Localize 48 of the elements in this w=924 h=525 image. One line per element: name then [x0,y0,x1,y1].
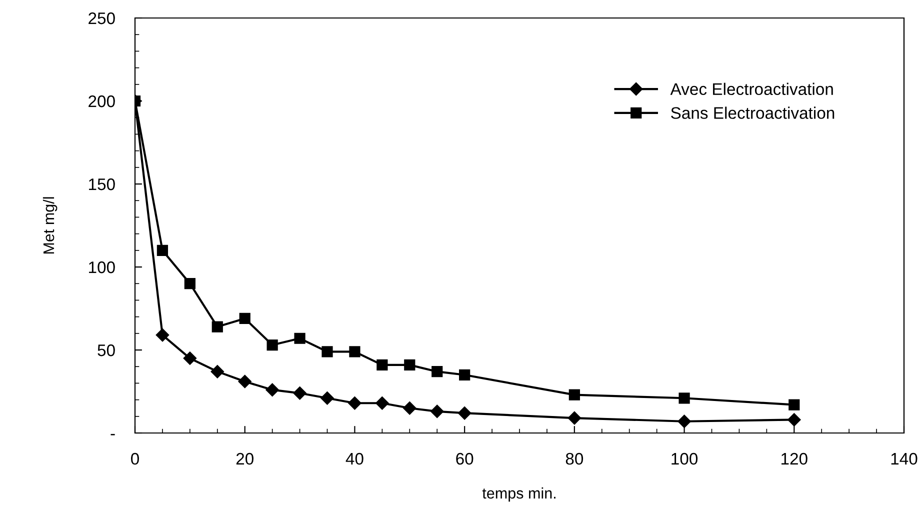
y-tick-label: 200 [88,95,115,108]
x-tick-label: 60 [456,452,474,465]
y-axis-title: Met mg/l [42,197,58,254]
point [568,389,580,400]
legend-label: Sans Electroactivation [671,106,834,119]
point [430,404,444,418]
x-tick-label: 40 [346,452,364,465]
legend-label: Avec Electroactivation [670,82,833,96]
y-tick-label: 100 [89,261,115,274]
point [322,346,333,358]
point [266,383,279,396]
point [210,364,224,378]
point [678,414,691,428]
point [432,366,443,378]
x-tick-label: 100 [672,452,698,465]
x-tick-label: 140 [891,452,918,465]
point [349,346,360,358]
point [376,359,388,370]
point [183,352,197,365]
point [568,411,582,425]
x-tick-label: 0 [131,452,139,465]
point [184,278,196,290]
point [156,328,170,342]
point [212,321,223,332]
point [294,332,306,344]
x-axis-title: temps min. [482,487,556,502]
point [788,413,801,426]
point [293,386,306,400]
point [404,359,416,370]
y-tick-label: 50 [98,344,115,356]
y-tick-label: - [110,434,115,436]
x-tick-label: 120 [782,452,808,465]
point [376,396,389,410]
point [788,399,800,410]
point [458,406,472,420]
point [266,339,278,351]
x-tick-label: 20 [236,452,254,465]
point [238,374,252,388]
point [678,392,690,404]
y-tick-label: 150 [89,178,115,190]
point [348,396,362,410]
point [320,392,334,405]
point [239,312,250,324]
y-tick-label: 250 [88,12,115,24]
point [403,402,416,415]
point [459,369,470,380]
x-tick-label: 80 [566,452,584,465]
point [156,244,168,256]
